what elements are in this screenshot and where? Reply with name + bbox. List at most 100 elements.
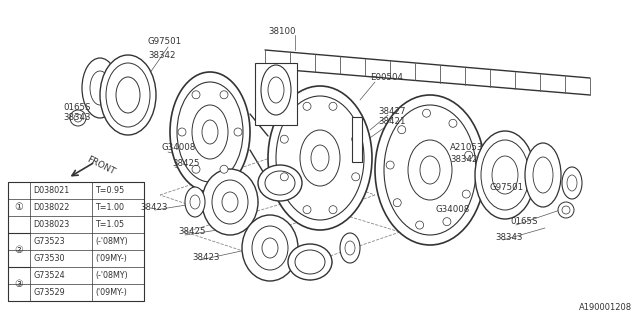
Circle shape — [562, 206, 570, 214]
Ellipse shape — [288, 244, 332, 280]
Ellipse shape — [170, 72, 250, 192]
Ellipse shape — [420, 156, 440, 184]
Circle shape — [558, 202, 574, 218]
Ellipse shape — [408, 140, 452, 200]
Text: T=1.00: T=1.00 — [95, 203, 124, 212]
Ellipse shape — [242, 215, 298, 281]
Circle shape — [393, 199, 401, 207]
Ellipse shape — [384, 105, 476, 235]
Text: T=0.95: T=0.95 — [95, 186, 124, 195]
Text: 38425: 38425 — [172, 158, 200, 167]
Text: ①: ① — [15, 203, 24, 212]
Text: G73529: G73529 — [33, 288, 65, 297]
Circle shape — [386, 161, 394, 169]
Text: 38343: 38343 — [63, 114, 90, 123]
Ellipse shape — [268, 77, 284, 103]
Text: 38427: 38427 — [378, 108, 406, 116]
Text: 38423: 38423 — [140, 203, 168, 212]
Text: ('09MY-): ('09MY-) — [95, 288, 127, 297]
Ellipse shape — [300, 130, 340, 186]
Ellipse shape — [276, 96, 364, 220]
Ellipse shape — [311, 145, 329, 171]
Ellipse shape — [268, 86, 372, 230]
Ellipse shape — [212, 180, 248, 224]
Ellipse shape — [185, 187, 205, 217]
Ellipse shape — [295, 250, 325, 274]
Text: A21053: A21053 — [450, 143, 483, 153]
Ellipse shape — [222, 192, 238, 212]
Ellipse shape — [252, 226, 288, 270]
Circle shape — [462, 190, 470, 198]
Circle shape — [397, 126, 406, 134]
Ellipse shape — [265, 171, 295, 195]
Ellipse shape — [567, 175, 577, 191]
Text: FRONT: FRONT — [85, 155, 116, 177]
Circle shape — [280, 135, 288, 143]
Text: (-'08MY): (-'08MY) — [95, 271, 128, 280]
Circle shape — [220, 91, 228, 99]
Circle shape — [449, 119, 457, 127]
Ellipse shape — [261, 65, 291, 115]
Text: D038021: D038021 — [33, 186, 69, 195]
Ellipse shape — [481, 140, 529, 210]
Text: 38425: 38425 — [178, 228, 205, 236]
Ellipse shape — [492, 156, 518, 194]
Text: G73523: G73523 — [33, 237, 65, 246]
Ellipse shape — [192, 105, 228, 159]
Circle shape — [280, 173, 288, 181]
Bar — [8, 182, 144, 301]
Text: ③: ③ — [15, 279, 24, 289]
Circle shape — [303, 206, 311, 214]
Text: (-'08MY): (-'08MY) — [95, 237, 128, 246]
Text: ②: ② — [15, 245, 24, 255]
Text: G73530: G73530 — [33, 254, 65, 263]
Text: 0165S: 0165S — [63, 103, 90, 113]
Text: A190001208: A190001208 — [579, 303, 632, 312]
Text: 38343: 38343 — [495, 233, 522, 242]
Text: T=1.05: T=1.05 — [95, 220, 124, 229]
Text: G34008: G34008 — [435, 205, 469, 214]
Ellipse shape — [262, 238, 278, 258]
Circle shape — [74, 114, 82, 122]
Circle shape — [303, 102, 311, 110]
Text: 38342: 38342 — [450, 156, 477, 164]
Ellipse shape — [562, 167, 582, 199]
Bar — [352, 117, 362, 162]
Text: G97501: G97501 — [490, 182, 524, 191]
Ellipse shape — [533, 157, 553, 193]
Text: D038023: D038023 — [33, 220, 69, 229]
Ellipse shape — [202, 120, 218, 144]
Circle shape — [192, 91, 200, 99]
Circle shape — [178, 128, 186, 136]
Circle shape — [192, 165, 200, 173]
Ellipse shape — [525, 143, 561, 207]
Text: 0165S: 0165S — [510, 218, 538, 227]
Text: G73524: G73524 — [33, 271, 65, 280]
Ellipse shape — [190, 195, 200, 209]
Circle shape — [70, 110, 86, 126]
Circle shape — [422, 109, 431, 117]
Circle shape — [443, 218, 451, 226]
Text: G34008: G34008 — [162, 143, 196, 153]
Text: 38342: 38342 — [148, 51, 175, 60]
Text: D038022: D038022 — [33, 203, 69, 212]
Circle shape — [329, 206, 337, 214]
Text: E00504: E00504 — [370, 74, 403, 83]
Text: ('09MY-): ('09MY-) — [95, 254, 127, 263]
Ellipse shape — [100, 55, 156, 135]
Text: 38100: 38100 — [268, 28, 296, 36]
Ellipse shape — [82, 58, 118, 118]
Circle shape — [415, 221, 424, 229]
Text: G97501: G97501 — [148, 37, 182, 46]
Ellipse shape — [375, 95, 485, 245]
Text: 38423: 38423 — [192, 253, 220, 262]
Text: 38421: 38421 — [378, 117, 406, 126]
Circle shape — [352, 135, 360, 143]
Bar — [255, 63, 297, 125]
Circle shape — [465, 151, 472, 159]
Circle shape — [220, 165, 228, 173]
Ellipse shape — [90, 71, 110, 105]
Ellipse shape — [106, 63, 150, 127]
Ellipse shape — [202, 169, 258, 235]
Ellipse shape — [345, 241, 355, 255]
